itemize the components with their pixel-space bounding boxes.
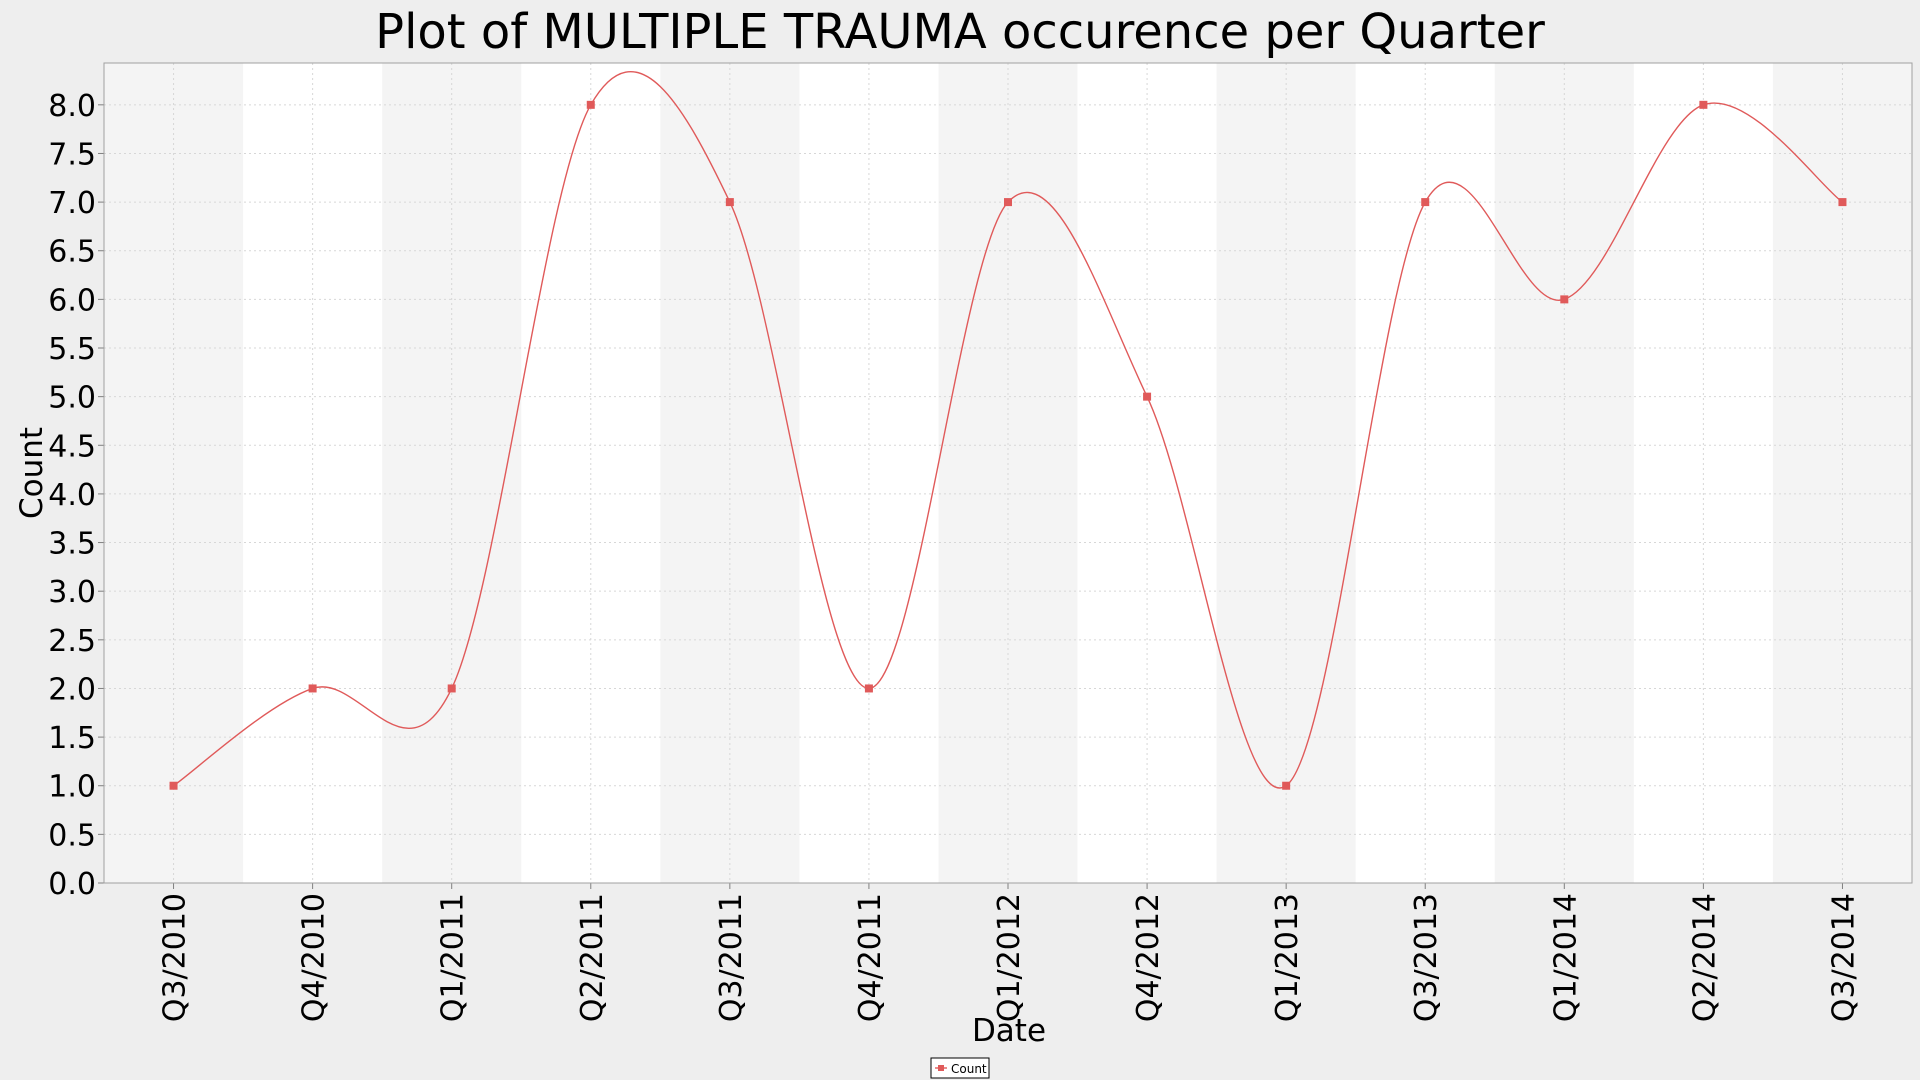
y-tick-label: 5.0 bbox=[48, 381, 96, 416]
y-tick-label: 1.0 bbox=[48, 770, 96, 805]
data-point-marker bbox=[308, 684, 317, 693]
legend-box bbox=[930, 1057, 990, 1079]
x-tick-label: Q4/2012 bbox=[1131, 893, 1166, 1022]
data-point-marker bbox=[447, 684, 456, 693]
y-tick-label: 0.5 bbox=[48, 818, 96, 853]
y-tick-label: 3.0 bbox=[48, 575, 96, 610]
series-line-count bbox=[173, 70, 1843, 789]
data-point-marker bbox=[1560, 295, 1569, 304]
y-tick-label: 4.0 bbox=[48, 478, 96, 513]
legend: Count bbox=[930, 1057, 990, 1079]
x-tick-label: Q3/2013 bbox=[1409, 893, 1444, 1022]
y-tick-label: 7.5 bbox=[48, 137, 96, 172]
x-tick-label: Q4/2010 bbox=[297, 893, 332, 1022]
data-point-marker bbox=[1282, 781, 1291, 790]
data-point-marker bbox=[1838, 198, 1847, 207]
x-tick-label: Q3/2014 bbox=[1826, 893, 1861, 1022]
x-tick-label: Q1/2011 bbox=[436, 893, 471, 1022]
plot-border bbox=[103, 62, 1913, 884]
data-point-marker bbox=[586, 100, 595, 109]
y-tick-label: 0.0 bbox=[48, 867, 96, 902]
data-point-marker bbox=[725, 198, 734, 207]
data-point-marker bbox=[1004, 198, 1012, 207]
x-axis-label: Date bbox=[972, 1013, 1046, 1049]
y-tick-label: 4.5 bbox=[48, 429, 96, 464]
x-tick-label: Q1/2014 bbox=[1548, 893, 1583, 1022]
plot-area: 0.0 0.5 1.0 1.5 2.0 2.5 3.0 3.5 4.0 4.5 5.0 5.5 6.0 6… bbox=[48, 62, 1913, 1022]
x-tick-label: Q2/2011 bbox=[575, 893, 610, 1022]
legend-marker-swatch bbox=[938, 1065, 944, 1071]
y-tick-label: 1.5 bbox=[48, 721, 96, 756]
x-tick-label: Q3/2010 bbox=[158, 893, 193, 1022]
y-tick-label: 5.5 bbox=[48, 332, 96, 367]
y-tick-label: 3.5 bbox=[48, 527, 96, 562]
x-tick-label: Q1/2013 bbox=[1270, 893, 1305, 1022]
data-point-marker bbox=[1699, 100, 1708, 109]
x-tick-label: Q4/2011 bbox=[853, 893, 888, 1022]
y-tick-label: 6.5 bbox=[48, 235, 96, 270]
x-tick-label: Q3/2011 bbox=[714, 893, 749, 1022]
x-tick-label: Q1/2012 bbox=[992, 893, 1027, 1022]
y-tick-label: 7.0 bbox=[48, 186, 96, 221]
data-point-marker bbox=[864, 684, 873, 693]
y-axis-label: Count bbox=[14, 427, 50, 519]
y-tick-label: 8.0 bbox=[48, 89, 96, 124]
chart-title: Plot of MULTIPLE TRAUMA occurence per Qu… bbox=[375, 4, 1545, 60]
legend-label: Count bbox=[951, 1062, 987, 1076]
data-point-marker bbox=[1421, 198, 1430, 207]
y-tick-label: 2.5 bbox=[48, 624, 96, 659]
y-tick-label: 6.0 bbox=[48, 283, 96, 318]
data-point-marker bbox=[1143, 392, 1152, 401]
data-point-marker bbox=[169, 781, 178, 790]
x-tick-label: Q2/2014 bbox=[1687, 893, 1722, 1022]
y-tick-label: 2.0 bbox=[48, 672, 96, 707]
